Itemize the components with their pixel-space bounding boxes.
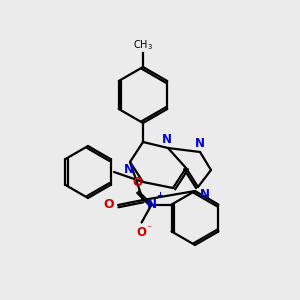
Text: O: O — [103, 199, 114, 212]
Text: N: N — [162, 133, 172, 146]
Text: O: O — [133, 176, 142, 190]
Text: N: N — [147, 198, 157, 211]
Text: CH$_3$: CH$_3$ — [133, 38, 153, 52]
Text: ⁻: ⁻ — [147, 224, 152, 235]
Text: N: N — [195, 137, 205, 150]
Text: N: N — [200, 188, 210, 201]
Text: +: + — [157, 190, 164, 200]
Text: N: N — [124, 163, 134, 176]
Text: O: O — [136, 226, 147, 238]
